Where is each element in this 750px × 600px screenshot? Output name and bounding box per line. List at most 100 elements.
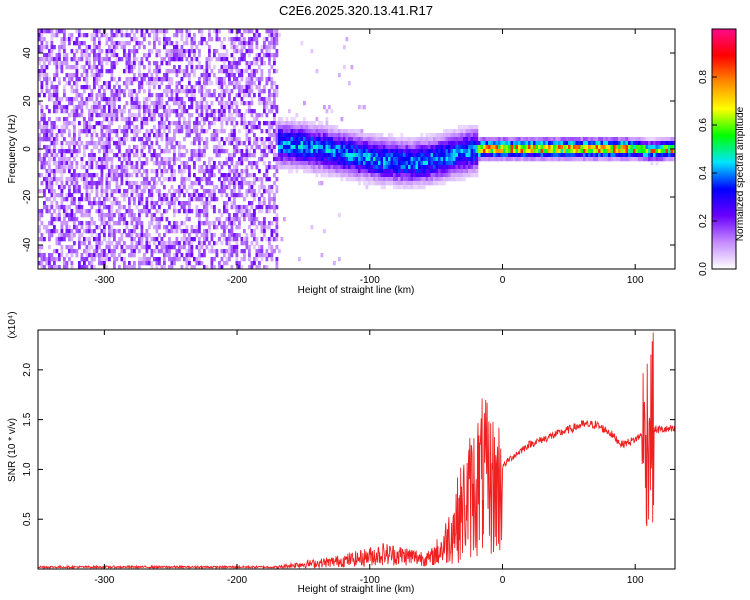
heatmap-cell: [65, 121, 69, 126]
heatmap-cell: [53, 85, 56, 90]
heatmap-cell: [168, 149, 171, 154]
heatmap-cell: [335, 129, 339, 134]
heatmap-cell: [155, 81, 159, 86]
heatmap-cell: [78, 241, 81, 246]
heatmap-cell: [108, 97, 111, 102]
heatmap-cell: [158, 29, 161, 34]
heatmap-cell: [75, 229, 79, 234]
heatmap-cell: [198, 41, 201, 46]
heatmap-cell: [580, 157, 584, 162]
heatmap-cell: [373, 137, 376, 142]
heatmap-cell: [230, 245, 234, 250]
heatmap-cell: [363, 137, 366, 142]
heatmap-cell: [390, 149, 394, 154]
heatmap-cell: [243, 229, 246, 234]
heatmap-cell: [43, 161, 46, 166]
heatmap-cell: [395, 157, 399, 162]
heatmap-cell: [430, 165, 434, 170]
heatmap-cell: [355, 177, 359, 182]
heatmap-cell: [593, 145, 596, 150]
heatmap-cell: [130, 129, 134, 134]
heatmap-cell: [190, 89, 194, 94]
heatmap-cell: [65, 209, 69, 214]
heatmap-cell: [268, 145, 271, 150]
heatmap-cell: [230, 221, 234, 226]
heatmap-cell: [68, 185, 71, 190]
heatmap-cell: [265, 189, 269, 194]
heatmap-cell: [183, 105, 186, 110]
heatmap-cell: [383, 165, 386, 170]
heatmap-cell: [190, 241, 194, 246]
heatmap-cell: [265, 37, 269, 42]
heatmap-cell: [78, 185, 81, 190]
heatmap-cell: [255, 265, 259, 269]
heatmap-cell: [138, 213, 141, 218]
heatmap-cell: [613, 141, 616, 146]
heatmap-cell: [160, 173, 164, 178]
heatmap-cell: [615, 149, 619, 154]
heatmap-cell: [433, 141, 436, 146]
heatmap-cell: [133, 89, 136, 94]
heatmap-cell: [243, 117, 246, 122]
heatmap-cell: [205, 233, 209, 238]
heatmap-cell: [370, 157, 374, 162]
heatmap-cell: [260, 253, 264, 258]
heatmap-cell: [253, 189, 256, 194]
heatmap-cell: [38, 29, 41, 34]
heatmap-cell: [313, 165, 316, 170]
heatmap-cell: [193, 125, 196, 130]
heatmap-cell: [258, 221, 261, 226]
heatmap-cell: [565, 141, 569, 146]
heatmap-cell: [370, 169, 374, 174]
heatmap-cell: [40, 189, 44, 194]
heatmap-cell: [300, 145, 304, 150]
heatmap-cell: [40, 161, 44, 166]
heatmap-cell: [260, 97, 264, 102]
heatmap-cell: [205, 109, 209, 114]
heatmap-cell: [410, 141, 414, 146]
heatmap-cell: [208, 65, 211, 70]
heatmap-cell: [125, 65, 129, 70]
heatmap-cell: [278, 117, 281, 122]
heatmap-cell: [60, 189, 64, 194]
heatmap-cell: [498, 145, 501, 150]
heatmap-cell: [220, 233, 224, 238]
heatmap-cell: [260, 153, 264, 158]
heatmap-cell: [445, 141, 449, 146]
heatmap-cell: [75, 161, 79, 166]
heatmap-cell: [410, 157, 414, 162]
heatmap-cell: [228, 237, 231, 242]
heatmap-cell: [98, 213, 101, 218]
heatmap-cell: [123, 133, 126, 138]
heatmap-cell: [323, 157, 326, 162]
heatmap-cell: [315, 137, 319, 142]
heatmap-cell: [158, 101, 161, 106]
heatmap-cell: [568, 149, 571, 154]
heatmap-cell: [103, 249, 106, 254]
heatmap-cell: [143, 121, 146, 126]
heatmap-cell: [270, 133, 274, 138]
heatmap-cell: [153, 257, 156, 262]
heatmap-cell: [75, 205, 79, 210]
heatmap-cell: [595, 141, 599, 146]
heatmap-cell: [155, 93, 159, 98]
heatmap-cell: [108, 181, 111, 186]
heatmap-cell: [188, 261, 191, 266]
heatmap-cell: [48, 117, 51, 122]
heatmap-cell: [363, 165, 366, 170]
heatmap-cell: [273, 37, 276, 42]
heatmap-cell: [145, 117, 149, 122]
heatmap-cell: [210, 261, 214, 266]
heatmap-cell: [305, 137, 309, 142]
heatmap-cell: [238, 209, 241, 214]
heatmap-cell: [273, 33, 276, 38]
heatmap-cell: [180, 33, 184, 38]
heatmap-cell: [118, 41, 121, 46]
heatmap-cell: [93, 221, 96, 226]
heatmap-cell: [353, 177, 356, 182]
heatmap-cell: [453, 165, 456, 170]
heatmap-cell: [235, 61, 239, 66]
heatmap-cell: [563, 145, 566, 150]
heatmap-cell: [113, 249, 116, 254]
